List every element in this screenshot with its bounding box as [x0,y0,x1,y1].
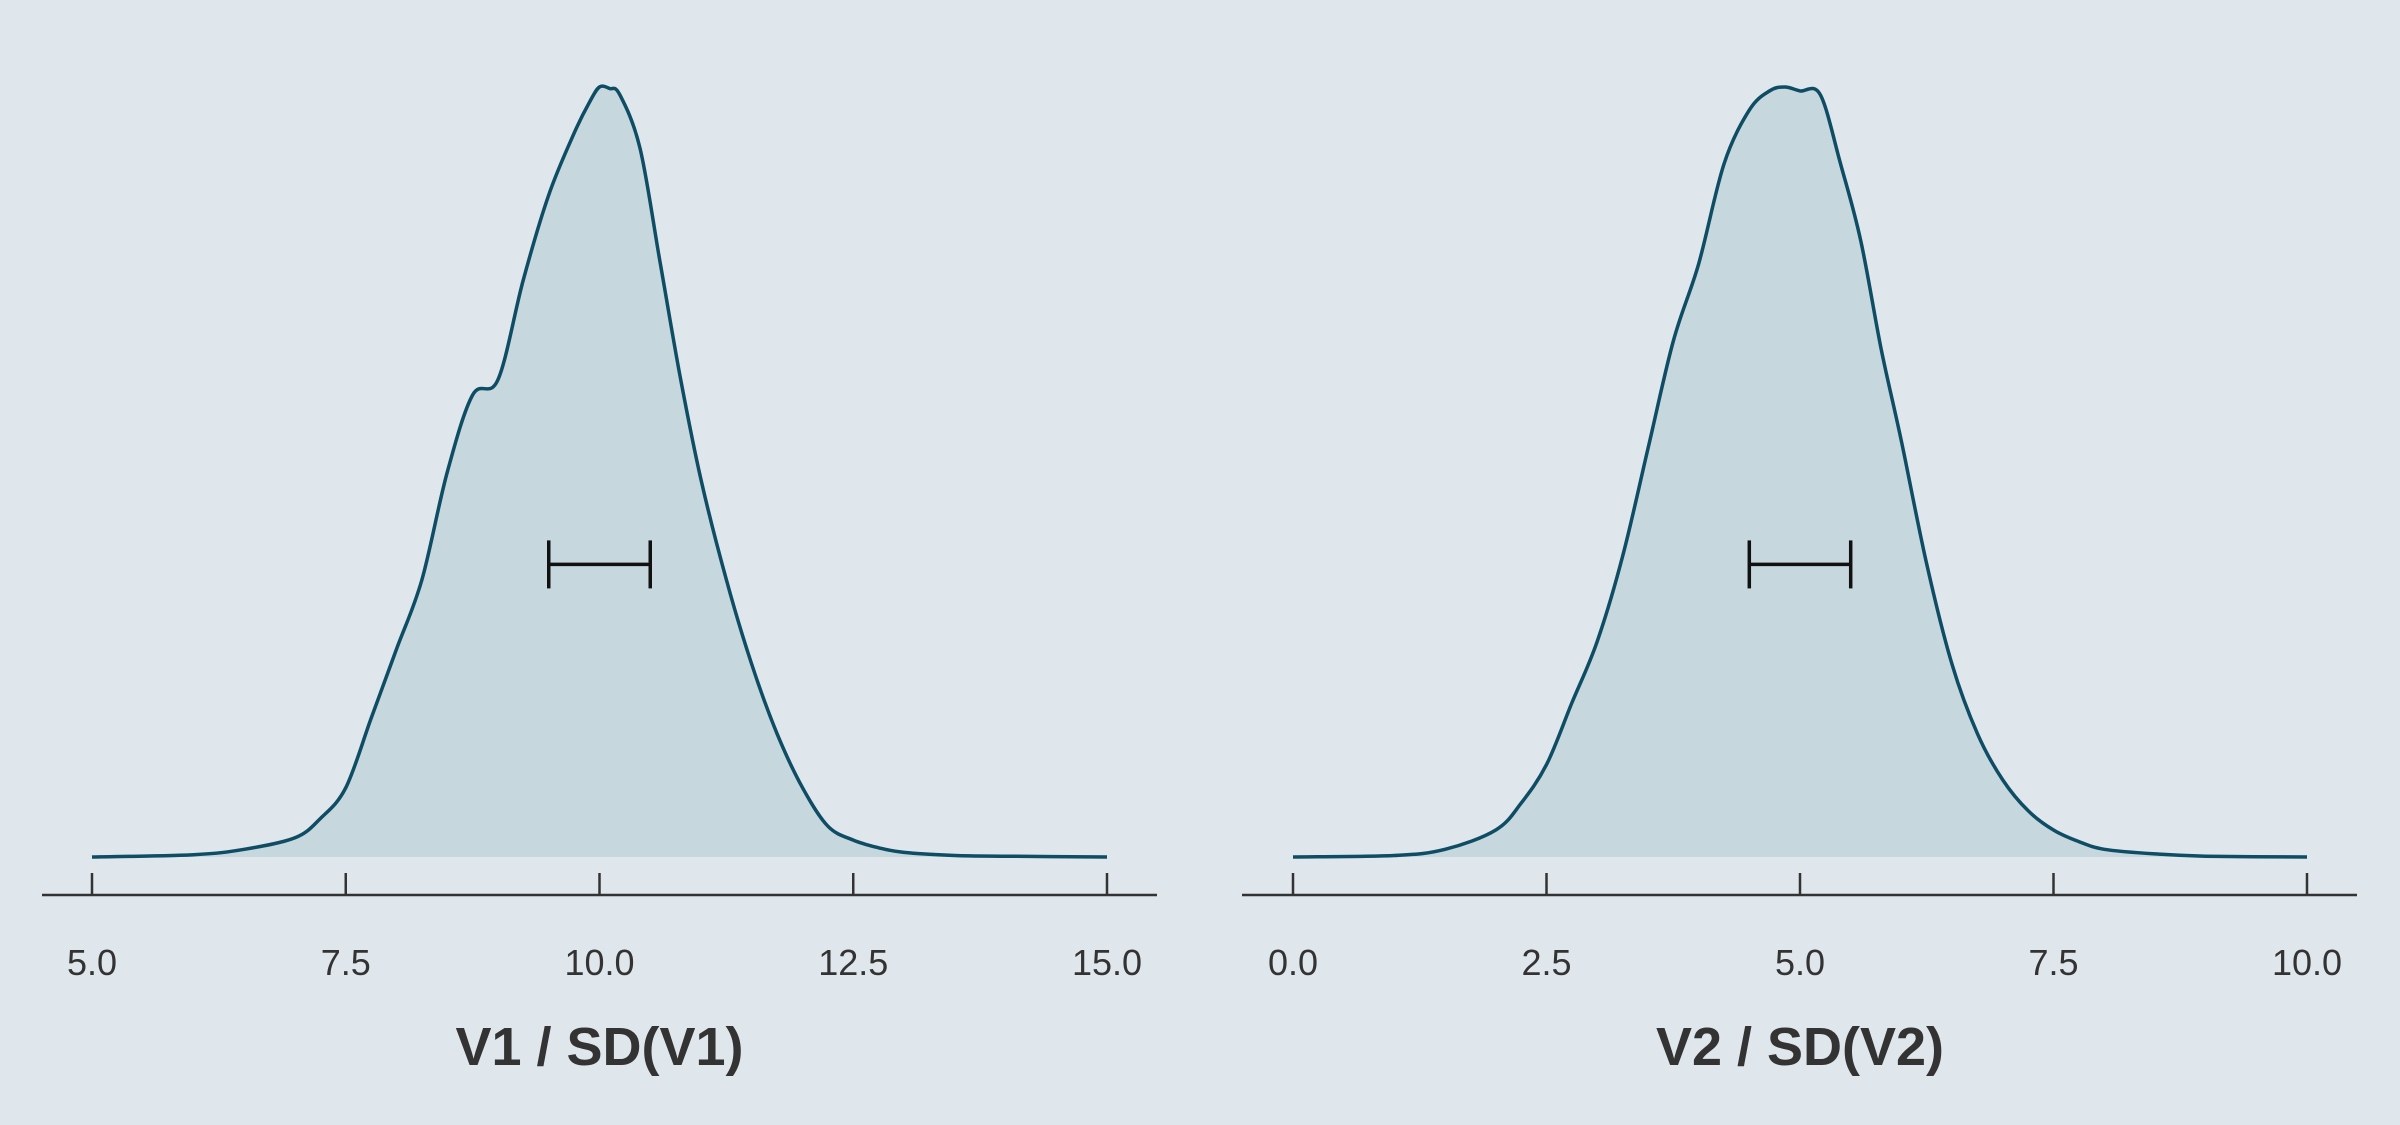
x-axis-ticks-v1: 5.0 7.5 10.0 12.5 15.0 [67,873,1142,983]
interval-bar-v1 [547,540,652,589]
density-curve-v1 [91,84,1108,859]
x-tick-label: 12.5 [818,942,888,983]
x-tick-label: 5.0 [67,942,117,983]
density-curve-v2 [1292,85,2308,859]
x-tick-label: 10.0 [564,942,634,983]
x-tick-label: 0.0 [1268,942,1318,983]
x-tick-label: 15.0 [1072,942,1142,983]
x-tick-label: 10.0 [2272,942,2342,983]
x-tick-label: 7.5 [321,942,371,983]
x-axis-ticks-v2: 0.0 2.5 5.0 7.5 10.0 [1268,873,2342,983]
panel-v1: 5.0 7.5 10.0 12.5 15.0 V1 / SD(V1) [42,84,1157,1077]
interval-bar-v2 [1747,540,1853,589]
x-tick-label: 7.5 [2028,942,2078,983]
density-area-v1 [92,86,1107,857]
panel-v2: 0.0 2.5 5.0 7.5 10.0 V2 / SD(V2) [1242,85,2357,1077]
x-axis-title-v1: V1 / SD(V1) [455,1017,743,1077]
x-axis-title-v2: V2 / SD(V2) [1656,1017,1944,1077]
x-tick-label: 5.0 [1775,942,1825,983]
density-area-v2 [1293,87,2307,857]
x-tick-label: 2.5 [1521,942,1571,983]
